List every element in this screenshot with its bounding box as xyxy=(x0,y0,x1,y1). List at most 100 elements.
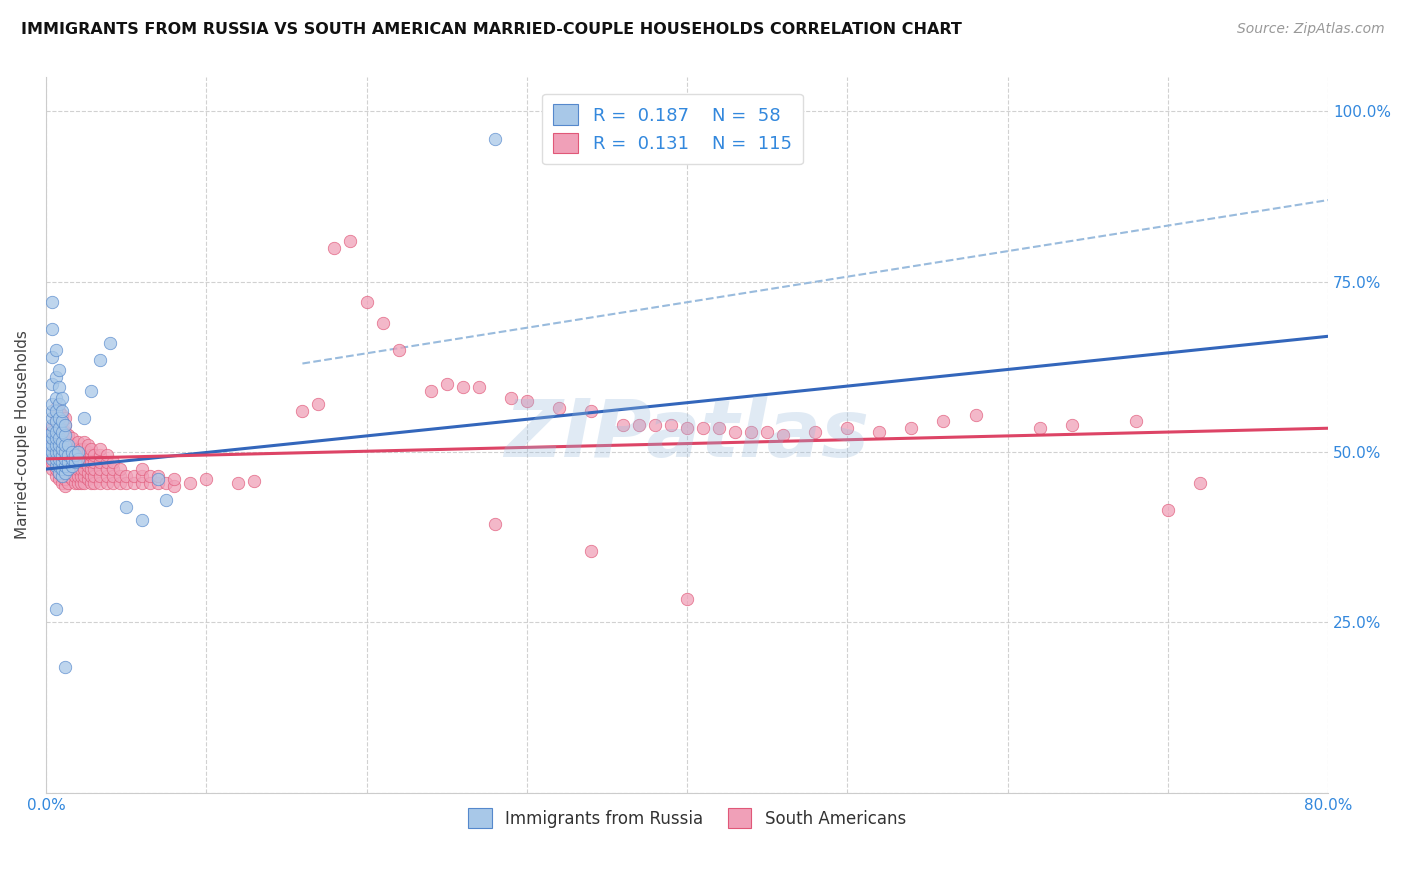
Point xyxy=(70,469,93,483)
Point xyxy=(60,432,83,446)
Point xyxy=(41,428,63,442)
Point xyxy=(122,475,145,490)
Point xyxy=(48,411,70,425)
Point xyxy=(51,469,73,483)
Point xyxy=(155,475,177,490)
Point xyxy=(38,442,60,456)
Point xyxy=(163,479,186,493)
Point xyxy=(467,380,489,394)
Point xyxy=(45,414,67,428)
Point xyxy=(53,445,76,459)
Point xyxy=(63,462,86,476)
Point xyxy=(103,455,125,469)
Point xyxy=(80,462,103,476)
Point xyxy=(83,462,105,476)
Point xyxy=(70,442,93,456)
Point xyxy=(45,421,67,435)
Point xyxy=(41,442,63,456)
Point xyxy=(66,449,89,463)
Point xyxy=(83,475,105,490)
Point xyxy=(41,438,63,452)
Point xyxy=(41,445,63,459)
Point xyxy=(1188,475,1211,490)
Point xyxy=(45,442,67,456)
Point xyxy=(676,421,699,435)
Point xyxy=(60,438,83,452)
Point xyxy=(756,425,779,439)
Point xyxy=(96,462,118,476)
Point xyxy=(108,469,131,483)
Point xyxy=(58,449,80,463)
Point xyxy=(58,455,80,469)
Point xyxy=(45,425,67,439)
Point xyxy=(804,425,827,439)
Point xyxy=(41,425,63,439)
Text: IMMIGRANTS FROM RUSSIA VS SOUTH AMERICAN MARRIED-COUPLE HOUSEHOLDS CORRELATION C: IMMIGRANTS FROM RUSSIA VS SOUTH AMERICAN… xyxy=(21,22,962,37)
Point xyxy=(76,438,98,452)
Point xyxy=(900,421,922,435)
Point xyxy=(58,469,80,483)
Point xyxy=(692,421,714,435)
Point xyxy=(66,442,89,456)
Point xyxy=(48,458,70,473)
Point xyxy=(48,466,70,480)
Point xyxy=(740,425,762,439)
Point xyxy=(38,449,60,463)
Point xyxy=(48,425,70,439)
Point xyxy=(612,417,634,432)
Point xyxy=(122,469,145,483)
Point xyxy=(659,417,682,432)
Point xyxy=(51,469,73,483)
Point xyxy=(41,417,63,432)
Point xyxy=(51,421,73,435)
Point xyxy=(60,445,83,459)
Point xyxy=(51,449,73,463)
Point xyxy=(48,466,70,480)
Point xyxy=(80,475,103,490)
Point xyxy=(70,455,93,469)
Point xyxy=(103,475,125,490)
Point xyxy=(53,417,76,432)
Point xyxy=(419,384,441,398)
Point xyxy=(80,442,103,456)
Point xyxy=(66,434,89,449)
Point xyxy=(48,451,70,466)
Point xyxy=(772,428,794,442)
Point xyxy=(45,434,67,449)
Point xyxy=(51,434,73,449)
Point xyxy=(707,421,730,435)
Point xyxy=(48,380,70,394)
Point xyxy=(103,462,125,476)
Point xyxy=(53,417,76,432)
Point xyxy=(53,466,76,480)
Point xyxy=(131,475,153,490)
Point xyxy=(58,455,80,469)
Point xyxy=(51,404,73,418)
Point xyxy=(63,449,86,463)
Point xyxy=(89,353,111,368)
Point xyxy=(45,455,67,469)
Point xyxy=(51,475,73,490)
Point xyxy=(66,455,89,469)
Point xyxy=(48,438,70,452)
Point xyxy=(45,458,67,473)
Point xyxy=(58,438,80,452)
Point xyxy=(51,455,73,469)
Point xyxy=(1028,421,1050,435)
Point xyxy=(868,425,890,439)
Point xyxy=(53,428,76,442)
Point xyxy=(41,322,63,336)
Point xyxy=(53,438,76,452)
Point xyxy=(41,350,63,364)
Point xyxy=(63,475,86,490)
Y-axis label: Married-couple Households: Married-couple Households xyxy=(15,331,30,540)
Point xyxy=(38,428,60,442)
Point xyxy=(89,449,111,463)
Point xyxy=(96,475,118,490)
Point xyxy=(80,384,103,398)
Point xyxy=(53,659,76,673)
Point xyxy=(98,336,121,351)
Point xyxy=(51,428,73,442)
Point xyxy=(66,445,89,459)
Point xyxy=(80,455,103,469)
